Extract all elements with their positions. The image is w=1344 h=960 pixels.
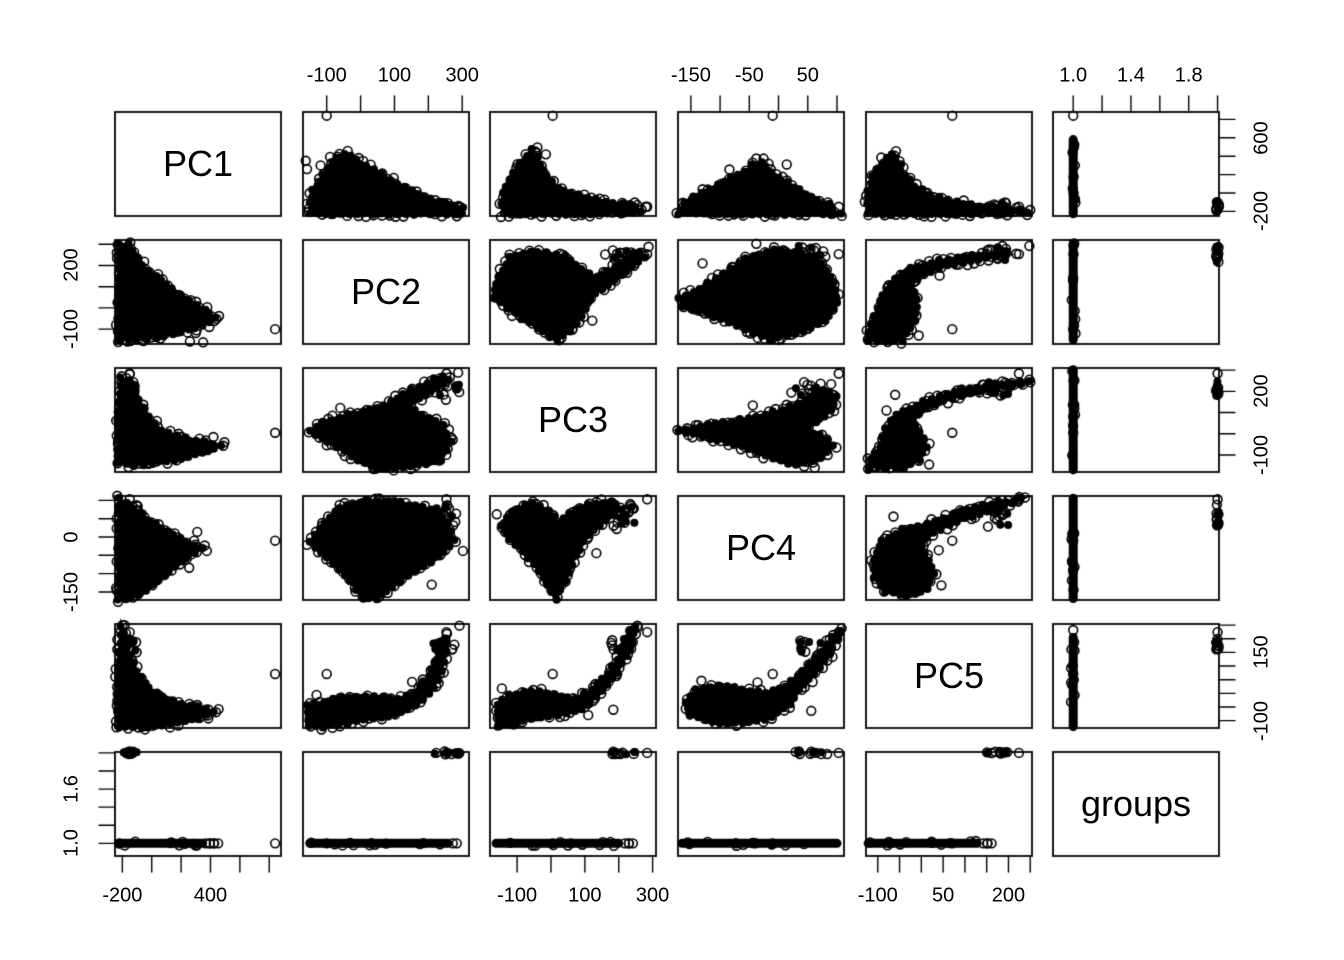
scatterplot-matrix-canvas	[0, 0, 1344, 960]
pairs-plot-figure: PC1 PC2 PC3 PC4 PC5 groups -200 400 -100 100 300 -1…	[0, 0, 1344, 960]
